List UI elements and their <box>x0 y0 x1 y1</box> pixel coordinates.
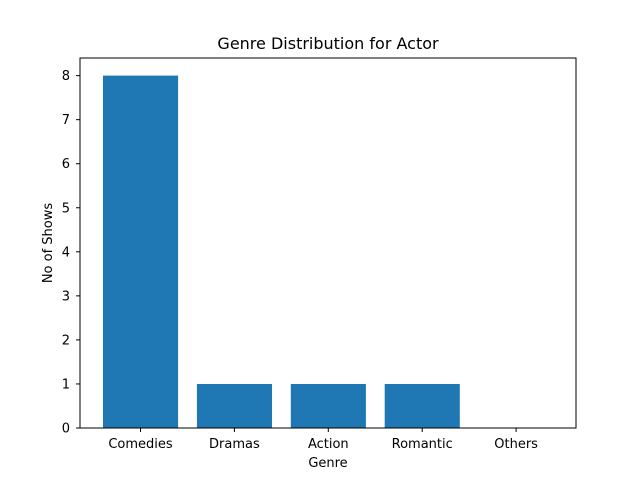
chart-title: Genre Distribution for Actor <box>217 34 439 53</box>
y-axis-label: No of Shows <box>41 203 56 284</box>
x-tick-label: Comedies <box>108 437 173 452</box>
bars-group <box>103 75 460 428</box>
plot-frame <box>79 57 577 429</box>
y-tick-label: 3 <box>62 289 70 304</box>
y-tick-label: 7 <box>62 113 70 128</box>
y-tick-label: 8 <box>62 69 70 84</box>
bar-romantic <box>384 384 460 428</box>
x-tick-label: Action <box>308 437 349 452</box>
x-axis-label: Genre <box>308 456 347 471</box>
y-tick-label: 0 <box>62 422 70 437</box>
x-tick-label: Dramas <box>209 437 260 452</box>
y-tick-label: 4 <box>62 245 70 260</box>
x-axis: Comedies Dramas Action Romantic Others <box>108 428 538 452</box>
y-tick-label: 2 <box>62 333 70 348</box>
bar-comedies <box>103 75 179 428</box>
y-tick-label: 1 <box>62 377 70 392</box>
bar-action <box>290 384 366 428</box>
y-tick-label: 6 <box>62 157 70 172</box>
x-tick-label: Others <box>494 437 538 452</box>
y-axis: 0 1 2 3 4 5 6 7 8 <box>62 69 80 437</box>
x-tick-label: Romantic <box>392 437 453 452</box>
y-tick-label: 5 <box>62 201 70 216</box>
bar-dramas <box>196 384 272 428</box>
